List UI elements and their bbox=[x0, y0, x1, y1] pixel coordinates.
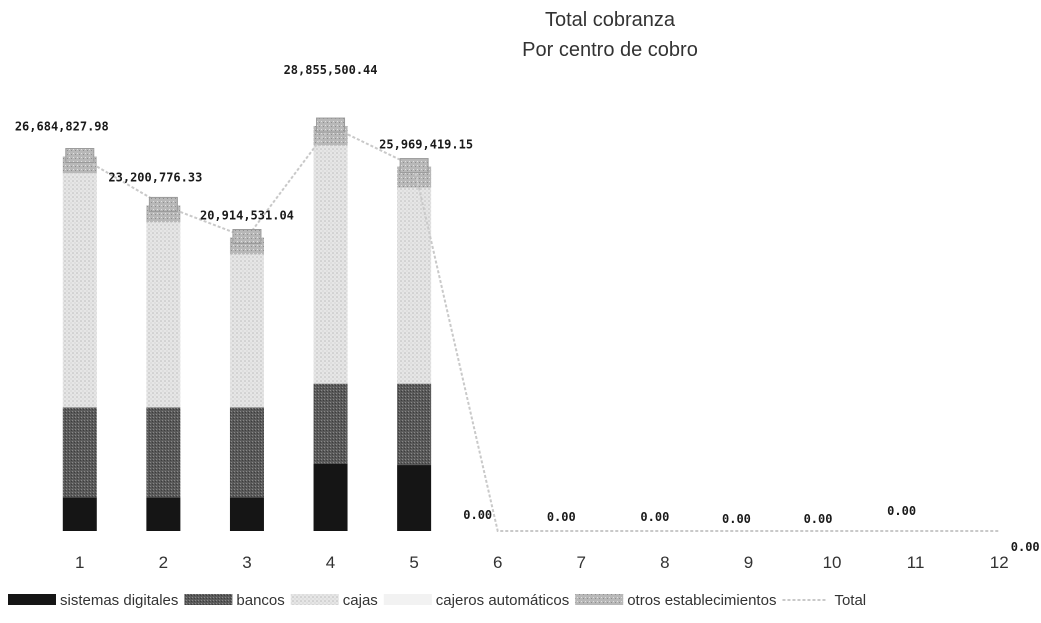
bar-segment-sistemas-digitales bbox=[313, 463, 348, 531]
bar-segment-cajas bbox=[146, 222, 181, 408]
legend-label: cajeros automáticos bbox=[436, 592, 569, 609]
legend: sistemas digitales bancos cajas cajeros aut… bbox=[8, 592, 866, 609]
chart-title-line: Total cobranza bbox=[545, 9, 676, 31]
bar-segment-bancos bbox=[229, 407, 264, 498]
legend-label: Total bbox=[834, 592, 866, 609]
data-label: 0.00 bbox=[887, 504, 916, 518]
x-tick-label: 5 bbox=[409, 553, 418, 572]
total-marker bbox=[316, 117, 346, 133]
x-tick-label: 8 bbox=[660, 553, 669, 572]
bar-segment-sistemas-digitales bbox=[62, 497, 97, 531]
chart-title-line: Por centro de cobro bbox=[522, 39, 698, 61]
data-label: 0.00 bbox=[640, 510, 669, 524]
legend-swatch bbox=[290, 594, 339, 605]
bar-segment-bancos bbox=[397, 383, 432, 466]
x-tick-label: 7 bbox=[577, 553, 586, 572]
bar-segment-sistemas-digitales bbox=[146, 497, 181, 531]
chart-title: Total cobranza Por centro de cobro bbox=[522, 9, 698, 61]
data-label: 23,200,776.33 bbox=[108, 170, 202, 184]
legend-swatch bbox=[8, 594, 56, 605]
bars bbox=[62, 126, 432, 531]
total-marker bbox=[65, 148, 95, 164]
data-label: 20,914,531.04 bbox=[200, 208, 294, 222]
x-tick-label: 10 bbox=[823, 553, 842, 572]
total-marker bbox=[399, 158, 429, 174]
legend-item: bancos bbox=[184, 592, 285, 609]
x-tick-label: 3 bbox=[242, 553, 251, 572]
bar-segment-cajas bbox=[229, 254, 264, 408]
data-label: 25,969,419.15 bbox=[379, 138, 473, 152]
data-label: 0.00 bbox=[722, 512, 751, 526]
total-line bbox=[65, 117, 1000, 532]
legend-swatch bbox=[383, 594, 432, 605]
legend-item: sistemas digitales bbox=[8, 592, 178, 609]
legend-item: cajas bbox=[290, 592, 378, 609]
bar-segment-bancos bbox=[62, 407, 97, 498]
legend-label: sistemas digitales bbox=[60, 592, 178, 609]
data-label: 0.00 bbox=[547, 510, 576, 524]
bar-segment-bancos bbox=[146, 407, 181, 498]
legend-label: otros establecimientos bbox=[627, 592, 776, 609]
data-label: 0.00 bbox=[463, 508, 492, 522]
legend-item: Total bbox=[782, 592, 866, 609]
bar-segment-bancos bbox=[313, 383, 348, 464]
data-labels: 26,684,827.98 23,200,776.33 20,914,531.04 2… bbox=[15, 63, 1040, 554]
bar-segment-cajas bbox=[313, 145, 348, 384]
x-tick-label: 6 bbox=[493, 553, 502, 572]
x-tick-label: 12 bbox=[990, 553, 1009, 572]
data-label: 26,684,827.98 bbox=[15, 120, 109, 134]
legend-swatch bbox=[184, 594, 233, 605]
x-axis-ticks: 1 2 3 4 5 6 7 8 9 10 11 12 bbox=[75, 553, 1009, 572]
x-tick-label: 2 bbox=[159, 553, 168, 572]
legend-label: bancos bbox=[236, 592, 284, 609]
total-series-line bbox=[79, 124, 1000, 532]
total-marker bbox=[232, 228, 262, 244]
total-marker bbox=[148, 196, 178, 212]
bar-segment-cajas bbox=[62, 173, 97, 408]
legend-swatch bbox=[575, 594, 624, 605]
data-label: 0.00 bbox=[1011, 540, 1040, 554]
legend-item: cajeros automáticos bbox=[383, 592, 569, 609]
data-label: 28,855,500.44 bbox=[284, 63, 378, 77]
x-tick-label: 11 bbox=[907, 553, 925, 572]
x-tick-label: 4 bbox=[326, 553, 335, 572]
bar-segment-cajas bbox=[397, 187, 432, 384]
x-tick-label: 1 bbox=[75, 553, 84, 572]
x-tick-label: 9 bbox=[744, 553, 753, 572]
legend-item: otros establecimientos bbox=[575, 592, 776, 609]
bar-segment-sistemas-digitales bbox=[397, 465, 432, 531]
data-label: 0.00 bbox=[804, 512, 833, 526]
bar-segment-sistemas-digitales bbox=[229, 497, 264, 531]
legend-label: cajas bbox=[343, 592, 378, 609]
